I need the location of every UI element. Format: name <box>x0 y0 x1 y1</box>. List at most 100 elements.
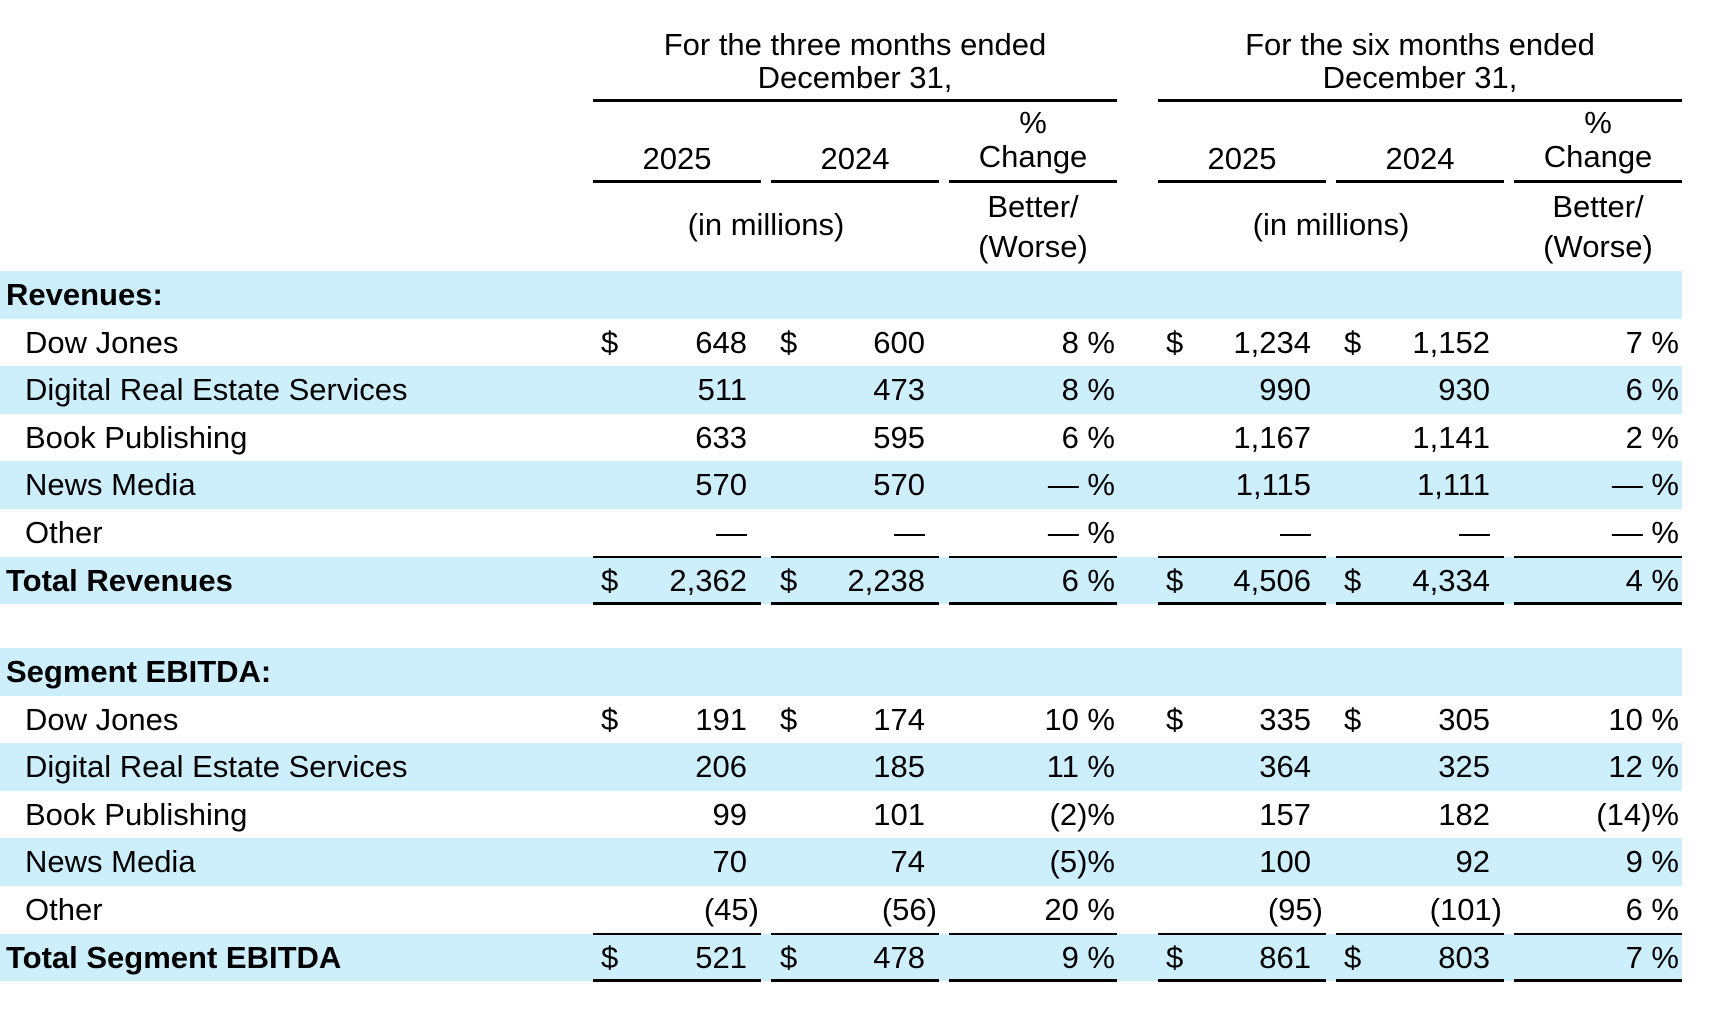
h-col-2025-header: 2025 <box>1207 141 1277 176</box>
h-2024-value: 4,334 <box>1412 562 1490 598</box>
q-pct-change-value: 8 % <box>1061 324 1115 360</box>
revenues-section-title: Revenues: <box>6 277 163 312</box>
dollar-sign: $ <box>1344 324 1362 360</box>
dollar-sign: $ <box>1166 562 1184 598</box>
revenues-total-row-bottom-rule <box>1336 602 1504 606</box>
h-pct-change-value: 12 % <box>1608 749 1679 785</box>
ebitda-total-row-top-rule <box>593 932 761 935</box>
h-2025-value: 990 <box>1259 372 1311 408</box>
q-worse-label: (Worse) <box>978 229 1088 264</box>
q-2025-value: 70 <box>712 844 747 880</box>
q-pct-change-value: 11 % <box>1046 749 1115 785</box>
q-pct-change-value: 9 % <box>1061 939 1115 975</box>
dollar-sign: $ <box>780 939 798 975</box>
revenues-total-row-bottom-rule <box>593 602 761 606</box>
q-better-label: Better/ <box>987 189 1079 224</box>
h-pct-change-value: — % <box>1611 515 1679 550</box>
q-2025-value: — <box>716 515 747 550</box>
revenues-total-row-top-rule <box>593 555 761 558</box>
q-2025-value: 511 <box>697 372 747 408</box>
q-2025-value: 648 <box>695 324 747 360</box>
q-2025-value: 570 <box>695 467 747 503</box>
ebitda-total-row-bottom-rule <box>1158 979 1326 983</box>
six-months-heading-line2: December 31, <box>1322 60 1518 95</box>
three-months-heading: For the three months ended December 31, <box>591 28 1119 94</box>
h-2025-value: 1,167 <box>1233 419 1311 455</box>
ebitda-total-row-top-rule <box>1158 932 1326 935</box>
h-2024-value: — <box>1459 515 1490 550</box>
ebitda-total-row-bottom-rule <box>1336 979 1504 983</box>
ebitda-total-row-bottom-rule <box>593 979 761 983</box>
h-2024-value: 325 <box>1438 749 1490 785</box>
six-months-heading: For the six months ended December 31, <box>1158 28 1682 94</box>
six-months-heading-rule <box>1158 99 1682 102</box>
dollar-sign: $ <box>1344 701 1362 737</box>
revenues-row-label: Digital Real Estate Services <box>25 372 408 408</box>
q-pct-change-value: 20 % <box>1044 892 1115 927</box>
dollar-sign: $ <box>1166 939 1184 975</box>
dollar-sign: $ <box>601 939 619 975</box>
ebitda-row-label: Digital Real Estate Services <box>25 749 408 785</box>
h-change-header-rule <box>1514 180 1682 183</box>
q-2025-value: 206 <box>695 749 747 785</box>
q-pct-change-value: — % <box>1047 467 1115 503</box>
h-better-label: Better/ <box>1552 189 1644 224</box>
three-months-heading-rule <box>593 99 1117 102</box>
dollar-sign: $ <box>601 701 619 737</box>
h-2025-value: — <box>1280 515 1311 550</box>
h-2025-value: 861 <box>1259 939 1311 975</box>
h-col-2024-header: 2024 <box>1385 141 1455 176</box>
q-2025-value: 99 <box>712 796 747 832</box>
ebitda-row-label: Dow Jones <box>25 701 179 737</box>
ebitda-total-row-band <box>0 933 1682 982</box>
revenues-row-band <box>0 461 1682 509</box>
ebitda-section-title: Segment EBITDA: <box>6 654 272 689</box>
revenues-row-label: Other <box>25 515 103 550</box>
q-col-2024-header: 2024 <box>820 141 890 176</box>
six-months-heading-line1: For the six months ended <box>1245 27 1595 62</box>
q-better-worse: Better/ (Worse) <box>949 187 1117 267</box>
q-2024-value: 101 <box>873 796 925 832</box>
revenues-row-band <box>0 366 1682 414</box>
ebitda-total-row-bottom-rule <box>949 979 1117 983</box>
ebitda-row-band <box>0 743 1682 791</box>
h-pct-change-value: 2 % <box>1625 419 1679 455</box>
ebitda-row-label: News Media <box>25 844 196 880</box>
h-pct-change-value: 9 % <box>1625 844 1679 880</box>
h-pct-symbol: % <box>1584 105 1612 140</box>
h-2025-value: 157 <box>1259 796 1311 832</box>
q-2025-value: (45) <box>703 892 759 927</box>
q-2025-header-rule <box>593 180 761 183</box>
q-2024-value: 570 <box>873 467 925 503</box>
h-pct-change-value: — % <box>1611 467 1679 503</box>
q-2024-value: 478 <box>873 939 925 975</box>
h-pct-change-value: 6 % <box>1625 892 1679 927</box>
h-col-change-header: % Change <box>1514 106 1682 174</box>
h-2025-header-rule <box>1158 180 1326 183</box>
h-2024-value: 92 <box>1455 844 1490 880</box>
q-2024-value: 473 <box>873 372 925 408</box>
ebitda-title-band <box>0 648 1682 696</box>
three-months-heading-line2: December 31, <box>757 60 953 95</box>
q-2024-value: 600 <box>873 324 925 360</box>
revenues-total-row-top-rule <box>1514 555 1682 558</box>
dollar-sign: $ <box>1344 939 1362 975</box>
h-2024-value: 1,152 <box>1412 324 1490 360</box>
h-pct-change-value: (14)% <box>1596 796 1679 832</box>
q-pct-change-value: (5)% <box>1049 844 1115 880</box>
ebitda-row-band <box>0 838 1682 886</box>
h-2024-value: (101) <box>1429 892 1502 927</box>
revenues-total-row-top-rule <box>1336 555 1504 558</box>
q-pct-change-value: 8 % <box>1061 372 1115 408</box>
q-2024-header-rule <box>771 180 939 183</box>
h-in-millions: (in millions) <box>1252 207 1410 242</box>
h-2024-value: 1,141 <box>1412 419 1490 455</box>
revenues-total-row-bottom-rule <box>1514 602 1682 606</box>
q-2024-value: 185 <box>873 749 925 785</box>
h-2024-header-rule <box>1336 180 1504 183</box>
q-pct-change-value: — % <box>1047 515 1115 550</box>
q-2025-value: 191 <box>695 701 747 737</box>
revenues-title-band <box>0 271 1682 319</box>
ebitda-row-label: Book Publishing <box>25 796 248 832</box>
